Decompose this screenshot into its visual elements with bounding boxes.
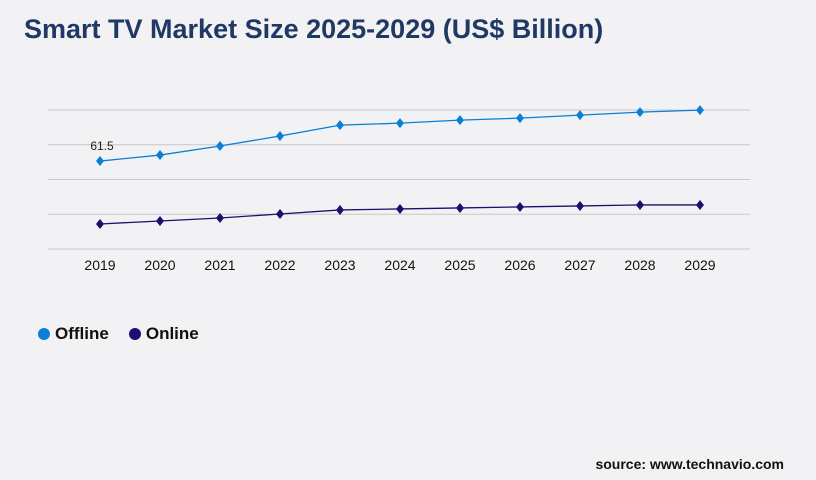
data-label: 61.5 [90,139,114,153]
legend-marker-offline [38,328,50,340]
data-point-offline[interactable] [576,110,584,121]
x-tick-label: 2025 [444,257,475,273]
chart-title: Smart TV Market Size 2025-2029 (US$ Bill… [24,14,604,44]
data-point-offline[interactable] [216,141,224,152]
data-point-online[interactable] [396,203,404,214]
data-point-online[interactable] [636,199,644,210]
data-point-online[interactable] [696,199,704,210]
data-point-online[interactable] [96,218,104,229]
x-tick-label: 2026 [504,257,535,273]
x-tick-label: 2022 [264,257,295,273]
series-line-offline [99,109,701,162]
legend-label: Online [145,324,199,343]
data-point-offline[interactable] [96,156,104,167]
x-tick-label: 2021 [204,257,235,273]
data-point-online[interactable] [516,201,524,212]
legend-item-online[interactable]: Online [128,324,199,344]
x-tick-label: 2029 [684,257,715,273]
x-tick-label: 2020 [144,257,175,273]
x-tick-label: 2028 [624,257,655,273]
data-point-online[interactable] [156,215,164,226]
data-point-offline[interactable] [396,118,404,129]
data-point-online[interactable] [576,200,584,211]
data-point-online[interactable] [336,204,344,215]
x-tick-label: 2019 [84,257,115,273]
legend-label: Offline [55,324,109,343]
data-point-offline[interactable] [156,150,164,161]
data-point-offline[interactable] [336,120,344,131]
legend: Offline Online [38,324,199,344]
data-point-online[interactable] [456,202,464,213]
data-point-offline[interactable] [516,113,524,124]
legend-marker-online [128,328,141,340]
x-tick-label: 2023 [324,257,355,273]
data-point-offline[interactable] [276,131,284,142]
x-tick-label: 2024 [384,257,415,273]
legend-item-offline[interactable]: Offline [38,324,109,344]
source-text: source: www.technavio.com [595,456,784,472]
data-point-online[interactable] [216,212,224,223]
line-chart: 2019 2020 2021 2022 2023 2024 2025 2026 2027 2028… [48,105,750,273]
x-tick-label: 2027 [564,257,595,273]
data-point-offline[interactable] [696,105,704,116]
data-point-online[interactable] [276,208,284,219]
data-point-offline[interactable] [456,115,464,126]
data-point-offline[interactable] [636,107,644,118]
